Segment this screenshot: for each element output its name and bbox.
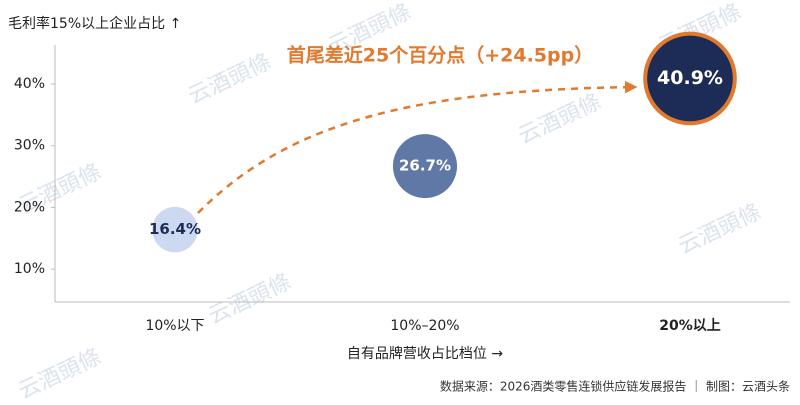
x-tick-label: 10%–20% [390,318,459,334]
trend-arrow [197,80,638,214]
bubble [643,31,737,126]
bubble [392,134,458,199]
value-label: 16.4% [149,220,201,238]
y-tick-label: 30% [14,138,45,154]
x-tick-label: 20%以上 [659,318,721,334]
watermark: 云酒頭條 [185,50,275,110]
annotation: 首尾差近25个百分点（+24.5pp） [287,44,593,67]
watermark: 云酒頭條 [515,90,605,150]
x-axis-label: 自有品牌营收占比档位 → [347,345,503,362]
x-tick-label: 10%以下 [145,318,204,334]
bubble [152,206,198,253]
y-tick-label: 20% [14,199,45,215]
watermark: 云酒頭條 [205,270,295,330]
source: 数据来源：2026酒类零售连锁供应链发展报告 ｜ 制图：云酒头条 [440,379,790,394]
value-label: 26.7% [399,157,451,175]
y-tick-label: 10% [14,261,45,277]
value-label: 40.9% [657,67,723,89]
y-tick-label: 40% [14,76,45,92]
y-axis-label: 毛利率15%以上企业占比 ↑ [8,15,181,32]
watermark: 云酒頭條 [675,200,765,260]
watermark: 云酒頭條 [15,345,105,405]
